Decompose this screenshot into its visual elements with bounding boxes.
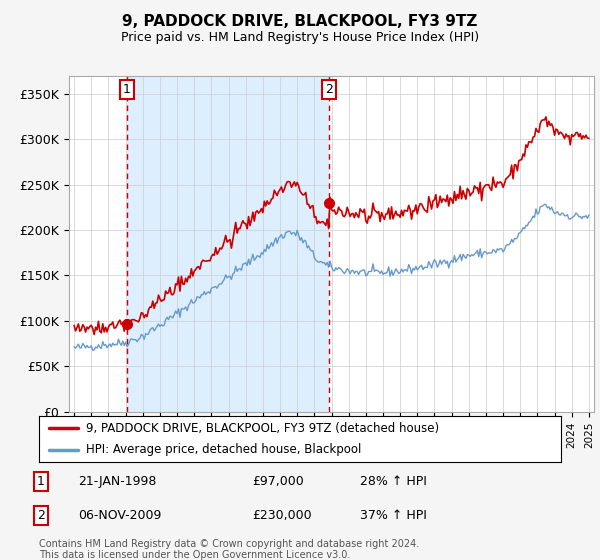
Text: 2: 2 (37, 508, 45, 522)
Text: 1: 1 (123, 83, 131, 96)
Text: 37% ↑ HPI: 37% ↑ HPI (360, 508, 427, 522)
Text: 21-JAN-1998: 21-JAN-1998 (78, 475, 157, 488)
Text: 9, PADDOCK DRIVE, BLACKPOOL, FY3 9TZ (detached house): 9, PADDOCK DRIVE, BLACKPOOL, FY3 9TZ (de… (86, 422, 439, 435)
Text: 1: 1 (37, 475, 45, 488)
Text: HPI: Average price, detached house, Blackpool: HPI: Average price, detached house, Blac… (86, 443, 361, 456)
Text: 9, PADDOCK DRIVE, BLACKPOOL, FY3 9TZ: 9, PADDOCK DRIVE, BLACKPOOL, FY3 9TZ (122, 14, 478, 29)
Text: Price paid vs. HM Land Registry's House Price Index (HPI): Price paid vs. HM Land Registry's House … (121, 31, 479, 44)
Text: Contains HM Land Registry data © Crown copyright and database right 2024.
This d: Contains HM Land Registry data © Crown c… (39, 539, 419, 560)
Text: 28% ↑ HPI: 28% ↑ HPI (360, 475, 427, 488)
Bar (127, 76, 329, 412)
Text: 06-NOV-2009: 06-NOV-2009 (78, 508, 161, 522)
Text: £97,000: £97,000 (252, 475, 304, 488)
Text: £230,000: £230,000 (252, 508, 311, 522)
Text: 2: 2 (325, 83, 332, 96)
